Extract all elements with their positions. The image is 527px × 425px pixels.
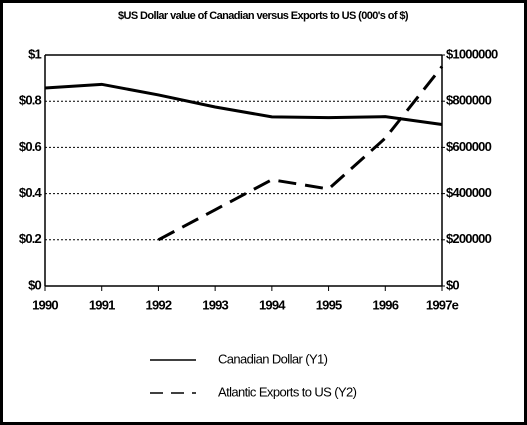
x-tick-label: 1994 xyxy=(259,297,286,312)
legend-label: Atlantic Exports to US (Y2) xyxy=(218,384,357,399)
y-tick-label: $0.4 xyxy=(19,185,43,200)
x-tick-label: 1991 xyxy=(89,297,115,312)
y2-tick-label: $200000 xyxy=(446,231,492,246)
y-tick-label: $0.8 xyxy=(19,93,42,108)
y-tick-label: $1 xyxy=(28,46,41,61)
y2-tick-label: $400000 xyxy=(446,185,492,200)
x-tick-label: 1993 xyxy=(202,297,228,312)
y2-tick-label: $0 xyxy=(446,277,459,292)
series-line xyxy=(44,82,443,127)
legend-label: Canadian Dollar (Y1) xyxy=(218,351,328,366)
y2-tick-label: $1000000 xyxy=(446,46,498,61)
x-tick-label: 1995 xyxy=(316,297,342,312)
x-tick-label: 1997e xyxy=(426,297,459,312)
y2-tick-label: $600000 xyxy=(446,139,492,154)
x-tick-label: 1996 xyxy=(372,297,398,312)
chart-title: $US Dollar value of Canadian versus Expo… xyxy=(118,10,409,22)
y-tick-label: $0.2 xyxy=(19,231,42,246)
y-tick-label: $0.6 xyxy=(19,139,42,154)
x-tick-label: 1990 xyxy=(32,297,58,312)
series-line xyxy=(157,65,444,242)
y2-tick-label: $800000 xyxy=(446,93,492,108)
x-tick-label: 1992 xyxy=(146,297,172,312)
y-tick-label: $0 xyxy=(28,277,41,292)
